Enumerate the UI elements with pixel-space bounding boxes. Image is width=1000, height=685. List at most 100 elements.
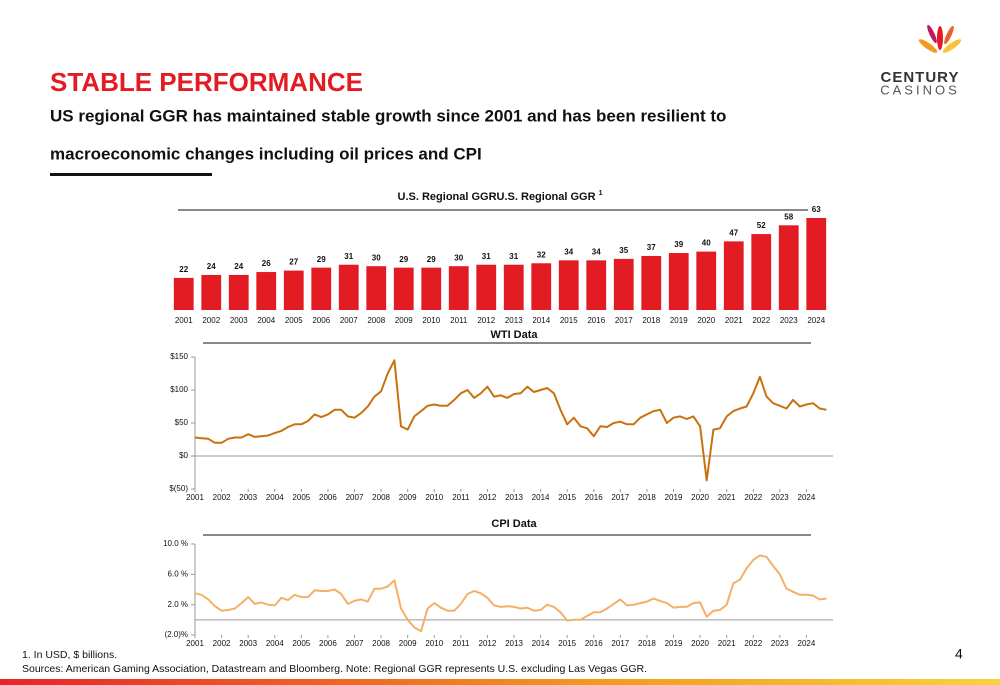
- x-tick-label: 2009: [399, 639, 417, 648]
- x-tick-label: 2015: [558, 493, 576, 502]
- data-label: 63: [812, 205, 821, 214]
- x-tick-label: 2016: [585, 493, 603, 502]
- x-tick-label: 2022: [752, 316, 770, 325]
- x-tick-label: 2010: [425, 493, 443, 502]
- x-tick-label: 2001: [186, 493, 204, 502]
- data-label: 35: [619, 246, 628, 255]
- x-tick-label: 2015: [558, 639, 576, 648]
- x-tick-label: 2010: [425, 639, 443, 648]
- x-tick-label: 2012: [479, 493, 497, 502]
- y-tick-label: $(50): [169, 484, 188, 493]
- x-tick-label: 2024: [798, 493, 816, 502]
- x-tick-label: 2020: [691, 639, 709, 648]
- x-tick-label: 2001: [186, 639, 204, 648]
- x-tick-label: 2008: [367, 316, 385, 325]
- bar: [366, 266, 387, 310]
- bar: [751, 234, 772, 310]
- chart-title: U.S. Regional GGRU.S. Regional GGR 1: [398, 190, 603, 203]
- y-tick-label: 6.0 %: [168, 569, 188, 578]
- x-tick-label: 2002: [213, 639, 231, 648]
- data-label: 24: [234, 262, 243, 271]
- bar: [613, 258, 634, 310]
- x-tick-label: 2013: [505, 493, 523, 502]
- y-tick-label: $150: [170, 352, 188, 361]
- x-tick-label: 2018: [642, 316, 660, 325]
- chart-title: WTI Data: [490, 329, 538, 341]
- data-label: 22: [179, 265, 188, 274]
- bar: [806, 218, 827, 310]
- x-tick-label: 2005: [292, 493, 310, 502]
- slide-title: STABLE PERFORMANCE: [50, 67, 363, 97]
- x-tick-label: 2004: [266, 639, 284, 648]
- data-label: 39: [674, 240, 683, 249]
- x-tick-label: 2021: [725, 316, 743, 325]
- x-tick-label: 2006: [312, 316, 330, 325]
- x-tick-label: 2021: [718, 493, 736, 502]
- x-tick-label: 2014: [532, 493, 550, 502]
- y-tick-label: $0: [179, 451, 188, 460]
- bar: [723, 241, 744, 310]
- x-tick-label: 2022: [744, 493, 762, 502]
- x-tick-label: 2005: [292, 639, 310, 648]
- x-tick-label: 2012: [477, 316, 495, 325]
- x-tick-label: 2004: [257, 316, 275, 325]
- x-tick-label: 2011: [452, 639, 470, 648]
- y-tick-label: $100: [170, 385, 188, 394]
- x-tick-label: 2016: [587, 316, 605, 325]
- x-tick-label: 2020: [691, 493, 709, 502]
- data-label: 47: [729, 228, 738, 237]
- logo-text: CENTURY: [881, 69, 960, 86]
- x-tick-label: 2010: [422, 316, 440, 325]
- bar: [503, 264, 524, 310]
- bar: [668, 253, 689, 310]
- x-tick-label: 2016: [585, 639, 603, 648]
- x-tick-label: 2005: [285, 316, 303, 325]
- footnote: Sources: American Gaming Association, Da…: [22, 663, 647, 675]
- bar: [558, 260, 579, 310]
- x-tick-label: 2017: [611, 493, 629, 502]
- y-tick-label: $50: [175, 418, 189, 427]
- subtitle: macroeconomic changes including oil pric…: [50, 144, 482, 163]
- data-label: 24: [207, 262, 216, 271]
- logo-text: CASINOS: [880, 82, 960, 97]
- data-label: 26: [262, 259, 271, 268]
- x-tick-label: 2007: [340, 316, 358, 325]
- data-label: 29: [399, 255, 408, 264]
- line-series: [194, 554, 827, 633]
- x-tick-label: 2017: [615, 316, 633, 325]
- x-tick-label: 2019: [665, 493, 683, 502]
- x-tick-label: 2004: [266, 493, 284, 502]
- data-label: 29: [427, 255, 436, 264]
- y-tick-label: 10.0 %: [163, 539, 188, 548]
- x-tick-label: 2014: [532, 316, 550, 325]
- x-tick-label: 2023: [780, 316, 798, 325]
- chart-title: CPI Data: [491, 518, 537, 530]
- x-tick-label: 2018: [638, 639, 656, 648]
- bar: [173, 277, 194, 310]
- data-label: 34: [564, 247, 573, 256]
- x-tick-label: 2024: [798, 639, 816, 648]
- data-label: 30: [372, 253, 381, 262]
- subtitle: US regional GGR has maintained stable gr…: [50, 106, 726, 125]
- y-tick-label: (2.0)%: [164, 630, 188, 639]
- x-tick-label: 2023: [771, 493, 789, 502]
- logo-mark: [918, 24, 962, 53]
- bar: [696, 251, 717, 310]
- x-tick-label: 2002: [213, 493, 231, 502]
- x-tick-label: 2024: [807, 316, 825, 325]
- data-label: 34: [592, 247, 601, 256]
- footnote: 1. In USD, $ billions.: [22, 649, 117, 661]
- x-tick-label: 2006: [319, 493, 337, 502]
- data-label: 52: [757, 221, 766, 230]
- x-tick-label: 2003: [239, 493, 257, 502]
- line-series: [194, 359, 827, 482]
- data-label: 30: [454, 253, 463, 262]
- logo: CENTURY CASINOS: [880, 24, 962, 97]
- data-label: 32: [537, 250, 546, 259]
- x-tick-label: 2019: [665, 639, 683, 648]
- x-tick-label: 2023: [771, 639, 789, 648]
- x-tick-label: 2022: [744, 639, 762, 648]
- x-tick-label: 2013: [505, 639, 523, 648]
- bar: [311, 267, 332, 310]
- x-tick-label: 2019: [670, 316, 688, 325]
